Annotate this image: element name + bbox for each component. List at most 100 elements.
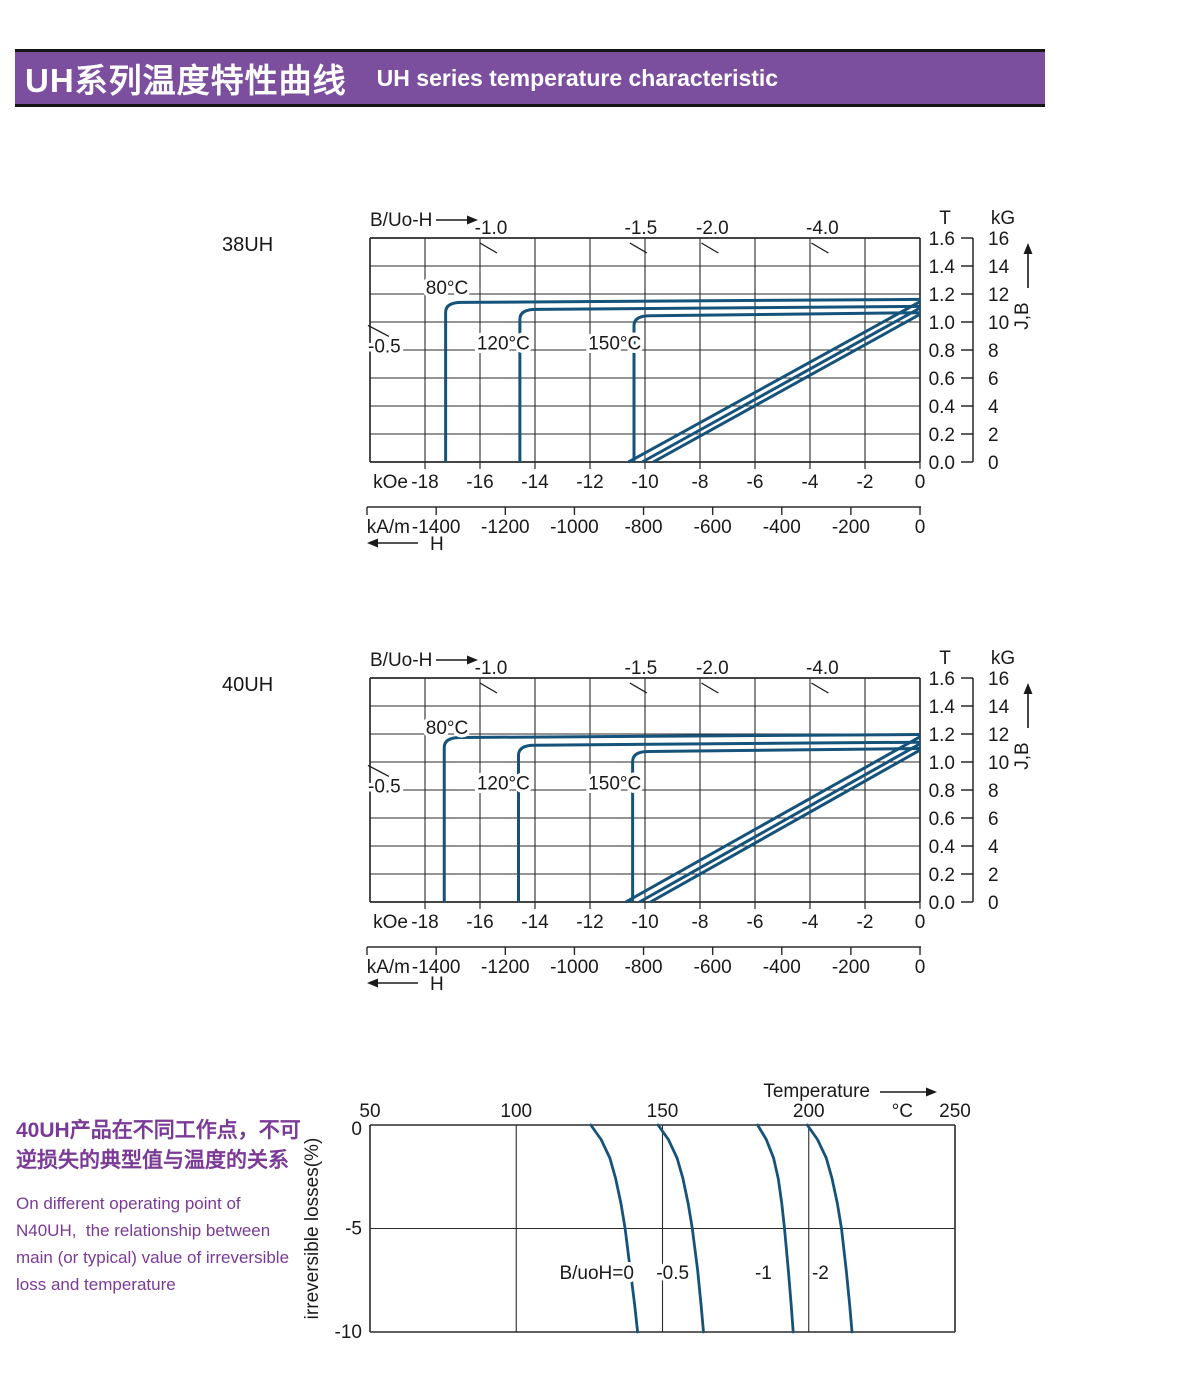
x-tick-label-koe: -10: [631, 472, 658, 493]
x-tick-label: 150: [647, 1101, 679, 1122]
loss-curve-label: B/uoH=0: [559, 1263, 633, 1284]
temperature-arrow-head: [926, 1087, 937, 1097]
load-line-label: -4.0: [806, 218, 839, 239]
x-tick-label-koe: -2: [857, 912, 874, 933]
load-line-tick: [811, 242, 829, 254]
load-line-label-left: -0.5: [368, 776, 401, 797]
loss-curve-B/uoH=0: [589, 1123, 639, 1334]
x-tick-label-koe: -8: [692, 912, 709, 933]
y-tick-label-kgauss: 12: [988, 725, 1009, 746]
loss-curve--1: [756, 1123, 795, 1334]
x-tick-label-koe: -4: [802, 472, 819, 493]
x-tick-label-koe: -8: [692, 472, 709, 493]
header-banner: UH系列温度特性曲线 UH series temperature charact…: [15, 49, 1045, 107]
curve-temp-label: 80°C: [426, 718, 468, 739]
curve-temp-label: 150°C: [588, 773, 641, 794]
j-curve-80°C: [444, 297, 921, 462]
load-line-tick: [629, 242, 648, 254]
curve-temp-label: 150°C: [588, 333, 641, 354]
y-tick-label-tesla: 0.6: [929, 369, 955, 390]
load-line-tick: [479, 682, 498, 694]
note-en-line3: main (or typical) value of irreversible: [16, 1248, 290, 1267]
loss-curve-label: -0.5: [656, 1263, 689, 1284]
x-tick-label-kam: -600: [694, 517, 732, 538]
b-curve-150°C: [652, 312, 921, 464]
x-axis-unit-koe: kOe: [373, 472, 408, 493]
load-line-label: -1.0: [475, 218, 508, 239]
x-tick-label-koe: 0: [915, 472, 926, 493]
y-tick-label-kgauss: 16: [988, 229, 1009, 250]
y-axis-header-tesla: T: [939, 208, 951, 229]
top-axis-arrow-head: [467, 655, 478, 665]
y-tick-label-tesla: 0.8: [929, 341, 955, 362]
x-tick-label-kam: -1000: [550, 517, 599, 538]
y-axis-header-kgauss: kG: [991, 208, 1015, 229]
y-tick-label-tesla: 1.2: [929, 725, 955, 746]
y-tick-label-tesla: 1.0: [929, 313, 955, 334]
x-tick-label-koe: -14: [521, 472, 549, 493]
y-tick-label-tesla: 0.2: [929, 425, 955, 446]
y-tick-label-tesla: 1.6: [929, 669, 955, 690]
note-en-line1: On different operating point of: [16, 1194, 241, 1213]
top-axis-label: B/Uo-H: [370, 650, 432, 671]
y-tick-label-kgauss: 8: [988, 341, 999, 362]
x-tick-label-koe: -4: [802, 912, 819, 933]
j-curve-120°C: [518, 304, 921, 462]
load-line-tick: [701, 682, 719, 694]
chart-title-38uh: 38UH: [222, 234, 274, 256]
curve-temp-label: 120°C: [477, 773, 530, 794]
x-tick-label-kam: -400: [763, 957, 801, 978]
load-line-label: -2.0: [696, 658, 729, 679]
jb-axis-label: J,B: [1012, 742, 1033, 769]
y-tick-label-kgauss: 0: [988, 453, 999, 474]
chart-title-40uh: 40UH: [222, 674, 274, 696]
x-tick-label-kam: -1200: [481, 957, 530, 978]
load-line-label: -2.0: [696, 218, 729, 239]
x-tick-label: 200: [793, 1101, 825, 1122]
load-line-tick: [701, 242, 719, 254]
curve-temp-label: 120°C: [477, 333, 530, 354]
note-en-line4: loss and temperature: [16, 1275, 176, 1294]
x-tick-label-kam: -1000: [550, 957, 599, 978]
y-tick-label: -10: [335, 1322, 362, 1343]
h-axis-label: H: [430, 974, 444, 995]
x-tick-label-kam: -1400: [412, 517, 461, 538]
y-tick-label-kgauss: 8: [988, 781, 999, 802]
x-tick-label-koe: -2: [857, 472, 874, 493]
load-line-tick-left: [367, 764, 390, 777]
j-curve-150°C: [632, 311, 921, 462]
note-en-line2: N40UH, the relationship between: [16, 1221, 271, 1240]
y-tick-label-kgauss: 16: [988, 669, 1009, 690]
b-curve-120°C: [638, 742, 921, 904]
load-line-tick: [811, 682, 829, 694]
x-tick-label-koe: -16: [466, 912, 493, 933]
page-title-en: UH series temperature characteristic: [376, 64, 779, 91]
load-line-tick: [479, 242, 498, 254]
x-tick-label-kam: 0: [915, 517, 926, 538]
x-tick-label-kam: -200: [832, 517, 870, 538]
note-block: 40UH产品在不同工作点，不可 逆损失的典型值与温度的关系 On differe…: [16, 1116, 336, 1298]
x-axis-unit: °C: [892, 1101, 913, 1122]
y-tick-label: -5: [345, 1219, 362, 1240]
b-curve-80°C: [627, 300, 921, 464]
loss-curve--0.5: [656, 1123, 705, 1334]
y-tick-label-tesla: 1.0: [929, 753, 955, 774]
x-tick-label-koe: -18: [411, 472, 438, 493]
h-axis-label: H: [430, 534, 444, 555]
x-tick-label-koe: -10: [631, 912, 658, 933]
x-tick-label-koe: -18: [411, 912, 438, 933]
note-en-block: On different operating point of N40UH, t…: [16, 1190, 336, 1298]
load-line-label: -4.0: [806, 658, 839, 679]
h-arrow-head: [367, 978, 378, 988]
b-curve-120°C: [641, 306, 921, 464]
x-tick-label: 250: [939, 1101, 971, 1122]
y-tick-label-tesla: 0.8: [929, 781, 955, 802]
x-tick-label-koe: -16: [466, 472, 493, 493]
y-tick-label-kgauss: 14: [988, 257, 1010, 278]
x-tick-label-koe: 0: [915, 912, 926, 933]
x-tick-label-koe: -14: [521, 912, 549, 933]
x-tick-label-kam: -600: [694, 957, 732, 978]
x-axis-unit-kam: kA/m: [367, 517, 410, 538]
b-curve-80°C: [625, 735, 921, 904]
load-line-label-left: -0.5: [368, 336, 401, 357]
